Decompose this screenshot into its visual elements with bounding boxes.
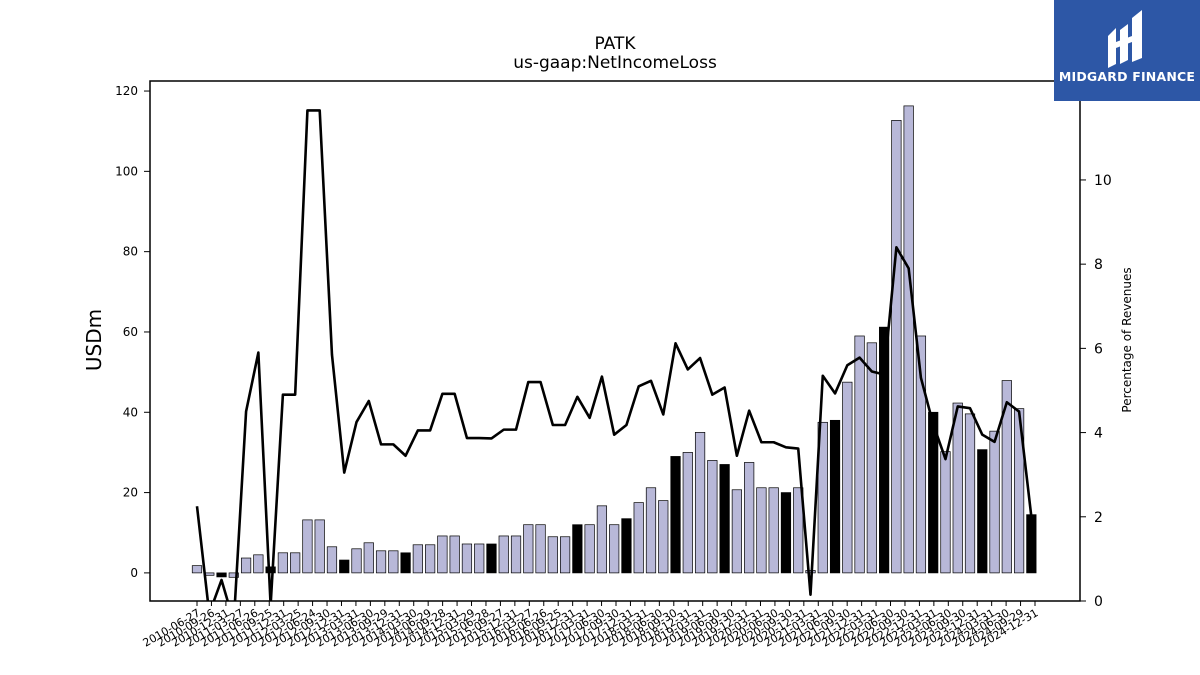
logo: MIDGARD FINANCE bbox=[1054, 0, 1200, 101]
bar bbox=[744, 462, 755, 574]
bar bbox=[829, 419, 841, 574]
y2-tick-label: 6 bbox=[1094, 341, 1103, 357]
bar bbox=[363, 542, 374, 574]
bar bbox=[866, 342, 877, 574]
y-tick-label: 20 bbox=[123, 486, 138, 500]
logo-text: MIDGARD FINANCE bbox=[1058, 69, 1196, 84]
bar bbox=[596, 505, 608, 574]
y2-tick-label: 0 bbox=[1094, 594, 1103, 610]
bar bbox=[1013, 408, 1025, 574]
bar bbox=[302, 519, 313, 574]
line-series bbox=[195, 109, 1033, 601]
bar bbox=[523, 524, 534, 574]
series-line bbox=[195, 109, 1033, 601]
bar bbox=[425, 544, 436, 574]
bar bbox=[670, 456, 681, 574]
bar bbox=[277, 552, 288, 574]
bar bbox=[719, 464, 730, 574]
bar bbox=[928, 411, 939, 574]
bar bbox=[572, 524, 583, 574]
y2-axis: 0 2 4 6 8 10 bbox=[1080, 173, 1112, 610]
bar bbox=[584, 524, 595, 574]
bar bbox=[339, 559, 350, 574]
y2-tick-label: 4 bbox=[1094, 426, 1103, 442]
bar bbox=[449, 535, 460, 574]
bar bbox=[609, 524, 620, 574]
y-tick-label: 40 bbox=[123, 405, 138, 419]
bar bbox=[1001, 380, 1012, 574]
bar bbox=[964, 413, 976, 574]
bar bbox=[216, 572, 227, 578]
bar bbox=[498, 535, 509, 574]
y2-tick-label: 8 bbox=[1094, 257, 1103, 273]
bar bbox=[437, 535, 448, 574]
bar bbox=[547, 536, 558, 574]
y-axis-label: USDm bbox=[82, 309, 106, 371]
y-tick-label: 60 bbox=[123, 325, 138, 339]
bar bbox=[694, 432, 706, 574]
bar bbox=[903, 105, 914, 574]
bar bbox=[842, 381, 853, 574]
y-tick-label: 100 bbox=[115, 164, 138, 178]
bar bbox=[240, 557, 252, 574]
bar bbox=[191, 565, 203, 574]
y-tick-label: 0 bbox=[130, 566, 138, 580]
bar bbox=[253, 554, 264, 574]
bar bbox=[375, 550, 387, 574]
bar bbox=[879, 326, 890, 574]
plot-frame bbox=[149, 80, 1081, 602]
bar-series bbox=[191, 105, 1037, 578]
bar bbox=[658, 500, 669, 574]
bar bbox=[461, 543, 473, 574]
bar bbox=[793, 487, 804, 574]
bar bbox=[645, 487, 657, 574]
bar bbox=[559, 536, 571, 574]
y2-tick-label: 10 bbox=[1094, 173, 1112, 189]
bar bbox=[228, 572, 239, 578]
y2-tick-label: 2 bbox=[1094, 510, 1103, 526]
bar bbox=[633, 502, 644, 574]
bar bbox=[768, 487, 779, 574]
bar bbox=[326, 546, 338, 574]
bar bbox=[731, 489, 742, 574]
chart-subtitle: us-gaap:NetIncomeLoss bbox=[513, 53, 717, 73]
bar bbox=[940, 451, 951, 574]
chart-title: PATK bbox=[594, 34, 636, 54]
midgard-logo-icon bbox=[1108, 10, 1142, 68]
bar bbox=[891, 119, 902, 574]
bar bbox=[412, 544, 423, 574]
bar bbox=[535, 524, 546, 574]
bar bbox=[854, 335, 865, 574]
y-tick-label: 120 bbox=[115, 84, 138, 98]
bar bbox=[915, 335, 927, 574]
bar bbox=[388, 550, 399, 574]
bar bbox=[707, 460, 718, 574]
y-axis: 0 20 40 60 80 100 120 bbox=[115, 84, 150, 580]
bar bbox=[1026, 514, 1037, 574]
bar bbox=[400, 552, 411, 574]
bar bbox=[952, 402, 963, 574]
bar bbox=[486, 543, 497, 574]
bar bbox=[351, 548, 362, 574]
bar bbox=[780, 492, 792, 574]
bar bbox=[977, 449, 988, 574]
bar bbox=[290, 552, 301, 574]
y-tick-label: 80 bbox=[123, 245, 138, 259]
bar bbox=[756, 487, 767, 574]
bar bbox=[510, 535, 522, 574]
y2-axis-label: Percentage of Revenues bbox=[1120, 267, 1134, 412]
bar bbox=[621, 518, 632, 574]
bar bbox=[989, 430, 1000, 574]
bar bbox=[474, 543, 485, 574]
bar bbox=[265, 566, 276, 574]
bar bbox=[682, 452, 693, 574]
bar bbox=[314, 519, 325, 574]
x-axis: 2010-06-272010-09-262010-12-312011-03-27… bbox=[141, 601, 1041, 650]
bar bbox=[817, 421, 828, 574]
